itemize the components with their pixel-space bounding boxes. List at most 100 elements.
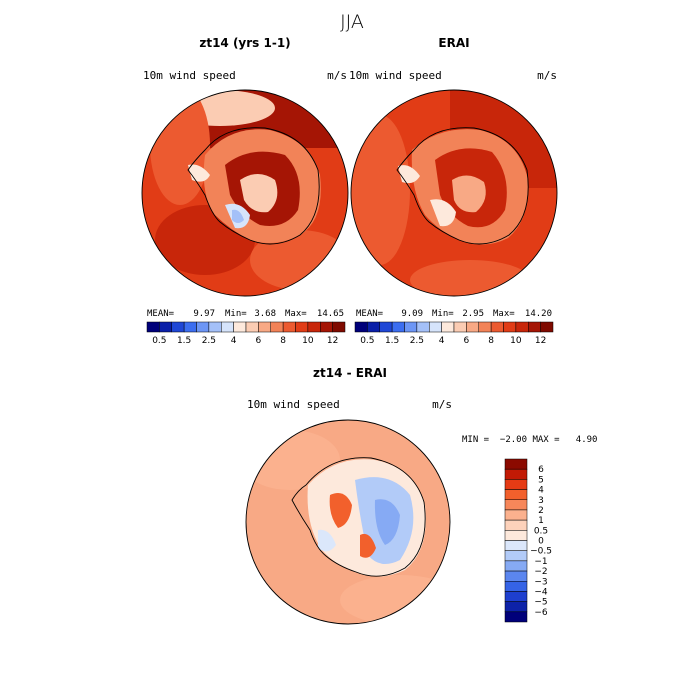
colorbar-swatch bbox=[540, 321, 554, 333]
colorbar-swatch bbox=[504, 540, 528, 551]
colorbar-tick-label: 0.5 bbox=[152, 336, 166, 346]
colorbar-tick-label: 12 bbox=[327, 336, 338, 346]
colorbar-swatch bbox=[441, 321, 455, 333]
colorbar-left: 0.5 1.5 2.5 4 6 8 10 12 bbox=[146, 321, 346, 346]
colorbar-tick-label: 2.5 bbox=[410, 336, 424, 346]
season-title: JJA bbox=[340, 11, 364, 33]
panel-diff-minmax: MIN = −2.00 MAX = 4.90 bbox=[462, 435, 597, 445]
colorbar-tick-label: 1.5 bbox=[385, 336, 399, 346]
colorbar-swatch bbox=[478, 321, 492, 333]
colorbar-swatch bbox=[429, 321, 442, 333]
colorbar-tick-label: 4 bbox=[439, 336, 445, 346]
colorbar-swatch bbox=[490, 321, 504, 333]
stat-min-label: Min= bbox=[225, 309, 247, 319]
colorbar-tick-label: 8 bbox=[280, 336, 286, 346]
panel-left: zt14 (yrs 1-1) 10m wind speed m/s MEAN= … bbox=[141, 36, 349, 346]
map-diff bbox=[246, 420, 450, 624]
colorbar-swatch bbox=[515, 321, 529, 333]
colorbar-tick-label: 6 bbox=[538, 465, 544, 475]
panel-right: ERAI 10m wind speed m/s MEAN= 9.09 Min= … bbox=[349, 36, 558, 346]
colorbar-tick-label: −6 bbox=[534, 608, 548, 618]
colorbar-swatch bbox=[258, 321, 271, 333]
panel-diff-title: zt14 - ERAI bbox=[313, 366, 387, 380]
stat-min-value: 3.68 bbox=[254, 309, 276, 319]
colorbar-swatch bbox=[282, 321, 296, 333]
stat-mean-label: MEAN= bbox=[147, 309, 175, 319]
colorbar-tick-label: 6 bbox=[256, 336, 262, 346]
colorbar-tick-label: 0 bbox=[538, 537, 544, 547]
colorbar-swatch bbox=[504, 479, 528, 490]
colorbar-swatch bbox=[504, 489, 528, 500]
stat-mean-label: MEAN= bbox=[356, 309, 384, 319]
colorbar-tick-label: −0.5 bbox=[530, 547, 552, 557]
colorbar-tick-label: −4 bbox=[534, 587, 548, 597]
colorbar-swatch bbox=[245, 321, 259, 333]
panel-left-stats: MEAN= 9.97 Min= 3.68 Max= 14.65 bbox=[147, 309, 344, 319]
colorbar-swatch bbox=[320, 321, 333, 333]
colorbar-swatch bbox=[416, 321, 430, 333]
stat-max-value: 14.65 bbox=[317, 309, 344, 319]
colorbar-swatch bbox=[233, 321, 247, 333]
stat-min-value: 2.95 bbox=[462, 309, 484, 319]
colorbar-swatch bbox=[307, 321, 321, 333]
panel-left-title: zt14 (yrs 1-1) bbox=[199, 36, 290, 50]
colorbar-swatch bbox=[379, 321, 393, 333]
colorbar-tick-label: 0.5 bbox=[534, 526, 548, 536]
colorbar-swatch bbox=[503, 321, 517, 333]
colorbar-swatch bbox=[528, 321, 541, 333]
colorbar-tick-label: 1 bbox=[538, 516, 544, 526]
colorbar-swatch bbox=[453, 321, 467, 333]
colorbar-tick-label: 1.5 bbox=[177, 336, 191, 346]
colorbar-swatch bbox=[354, 321, 368, 333]
colorbar-swatch bbox=[270, 321, 284, 333]
stat-mean-value: 9.09 bbox=[401, 309, 423, 319]
stat-max-label: Max= bbox=[285, 309, 307, 319]
colorbar-swatch bbox=[146, 321, 160, 333]
colorbar-swatch bbox=[504, 560, 528, 572]
colorbar-tick-label: 8 bbox=[488, 336, 494, 346]
colorbar-tick-label: 0.5 bbox=[360, 336, 374, 346]
colorbar-tick-label: 10 bbox=[302, 336, 314, 346]
colorbar-swatch bbox=[504, 570, 528, 582]
colorbar-swatch bbox=[504, 468, 528, 480]
colorbar-swatch bbox=[196, 321, 210, 333]
colorbar-swatch bbox=[183, 321, 197, 333]
colorbar-tick-label: 6 bbox=[464, 336, 470, 346]
colorbar-swatch bbox=[466, 321, 479, 333]
stat-mean-value: 9.97 bbox=[193, 309, 215, 319]
panel-right-stats: MEAN= 9.09 Min= 2.95 Max= 14.20 bbox=[356, 309, 552, 319]
colorbar-swatch bbox=[159, 321, 172, 333]
colorbar-swatch bbox=[295, 321, 309, 333]
panel-diff-units: m/s bbox=[432, 398, 452, 411]
colorbar-swatch bbox=[367, 321, 380, 333]
colorbar-tick-label: 4 bbox=[231, 336, 237, 346]
colorbar-swatch bbox=[504, 458, 528, 470]
panel-diff-variable: 10m wind speed bbox=[247, 398, 340, 411]
colorbar-tick-label: 10 bbox=[510, 336, 522, 346]
colorbar-swatch bbox=[504, 611, 528, 623]
panel-right-units: m/s bbox=[537, 69, 557, 82]
colorbar-swatch bbox=[391, 321, 405, 333]
panel-diff: zt14 - ERAI 10m wind speed m/s MIN = −2.… bbox=[245, 366, 597, 625]
colorbar-swatch bbox=[208, 321, 222, 333]
colorbar-swatch bbox=[504, 591, 528, 602]
colorbar-tick-label: 12 bbox=[535, 336, 546, 346]
colorbar-tick-label: 2 bbox=[538, 506, 544, 516]
map-left bbox=[142, 90, 348, 296]
colorbar-swatch bbox=[171, 321, 185, 333]
colorbar-tick-label: −2 bbox=[534, 567, 547, 577]
colorbar-swatch bbox=[504, 550, 528, 562]
colorbar-tick-label: −1 bbox=[534, 557, 547, 567]
stat-max-label: Max= bbox=[493, 309, 515, 319]
colorbar-right: 0.5 1.5 2.5 4 6 8 10 12 bbox=[354, 321, 554, 346]
colorbar-swatch bbox=[221, 321, 234, 333]
colorbar-swatch bbox=[404, 321, 418, 333]
colorbar-tick-label: −5 bbox=[534, 598, 547, 608]
colorbar-swatch bbox=[332, 321, 346, 333]
colorbar-tick-label: 2.5 bbox=[202, 336, 216, 346]
colorbar-tick-label: 5 bbox=[538, 475, 544, 485]
panel-left-units: m/s bbox=[327, 69, 347, 82]
panel-right-title: ERAI bbox=[438, 36, 469, 50]
